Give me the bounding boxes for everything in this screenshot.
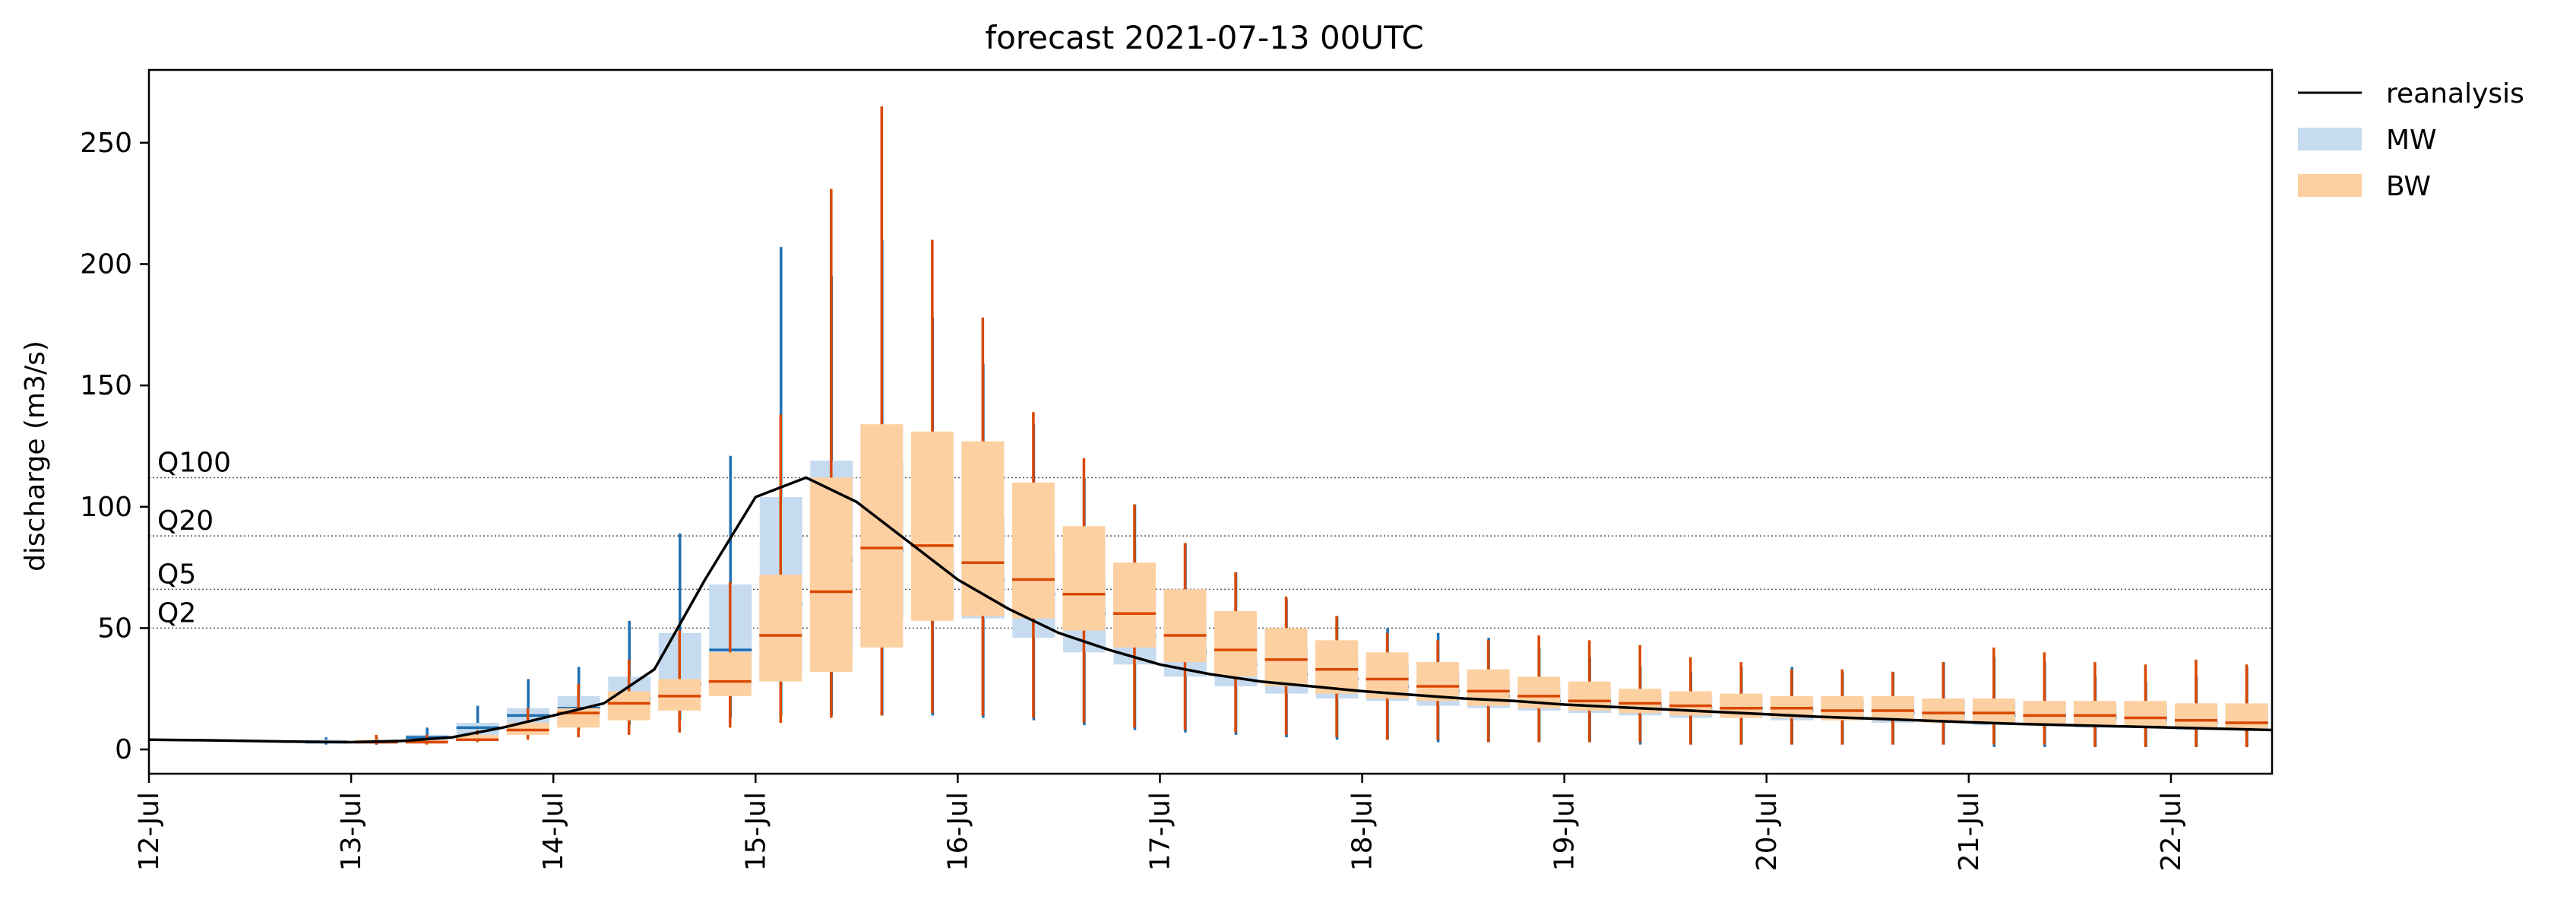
- x-tick-label: 17-Jul: [1144, 792, 1176, 871]
- bw-box: [1011, 482, 1055, 619]
- bw-box: [1871, 695, 1914, 721]
- bw-box: [2225, 703, 2268, 730]
- y-axis-label: discharge (m3/s): [20, 340, 51, 572]
- threshold-label: Q20: [157, 505, 214, 537]
- legend-mw-label: MW: [2386, 125, 2437, 156]
- y-tick-label: 200: [80, 249, 132, 280]
- plot-area: Q100 Q20 Q5 Q2: [149, 106, 2272, 747]
- y-tick-label: 150: [80, 370, 132, 401]
- plot-frame: [147, 68, 2274, 775]
- x-tick-label: 19-Jul: [1549, 792, 1581, 871]
- bw-box: [860, 424, 903, 648]
- threshold-label: Q2: [157, 597, 196, 629]
- x-tick-label: 16-Jul: [942, 792, 973, 871]
- bw-box: [1062, 526, 1106, 631]
- y-tick-label: 100: [80, 492, 132, 523]
- y-tick-label: 0: [115, 734, 132, 765]
- bw-box: [1163, 589, 1207, 663]
- bw-box: [2023, 701, 2066, 726]
- plot-content: Q100 Q20 Q5 Q2: [149, 106, 2272, 747]
- x-tick-label: 18-Jul: [1347, 792, 1378, 871]
- y-tick-label: 250: [80, 128, 132, 159]
- legend-reanalysis-label: reanalysis: [2386, 78, 2524, 109]
- bw-box: [1315, 640, 1359, 694]
- legend-mw-swatch: [2298, 128, 2362, 150]
- y-axis: 0 50 100 150 200 250: [80, 128, 149, 765]
- bw-box: [1264, 628, 1308, 687]
- x-tick-label: 22-Jul: [2156, 792, 2187, 871]
- x-tick-label: 12-Jul: [134, 792, 165, 871]
- bw-box: [910, 431, 954, 621]
- bw-box: [1214, 611, 1257, 677]
- x-axis: 12-Jul 13-Jul 14-Jul 15-Jul 16-Jul 17-Jul 18-J…: [134, 774, 2187, 871]
- legend: reanalysis MW BW: [2298, 78, 2524, 202]
- legend-bw-label: BW: [2386, 171, 2431, 202]
- x-tick-label: 13-Jul: [336, 792, 367, 871]
- bw-box: [456, 734, 499, 740]
- x-tick-label: 15-Jul: [740, 792, 771, 871]
- x-tick-label: 21-Jul: [1954, 792, 1985, 871]
- bw-box: [1112, 562, 1156, 648]
- bw-box: [759, 575, 802, 682]
- y-tick-label: 50: [97, 613, 132, 644]
- bw-box: [2073, 701, 2116, 726]
- bw-box: [2174, 703, 2217, 728]
- chart-title: forecast 2021-07-13 00UTC: [985, 19, 1423, 56]
- reanalysis-line: [149, 476, 2272, 744]
- bw-box: [1972, 698, 2015, 723]
- bw-box: [961, 441, 1005, 616]
- x-tick-label: 20-Jul: [1752, 792, 1783, 871]
- threshold-label: Q100: [157, 447, 231, 478]
- bw-box: [708, 652, 752, 696]
- bw-box: [2124, 701, 2167, 728]
- x-tick-label: 14-Jul: [538, 792, 569, 871]
- legend-bw-swatch: [2298, 174, 2362, 197]
- bw-box: [1922, 698, 1965, 723]
- bw-box: [557, 708, 600, 728]
- threshold-label: Q5: [157, 559, 196, 590]
- bw-box: [809, 477, 853, 672]
